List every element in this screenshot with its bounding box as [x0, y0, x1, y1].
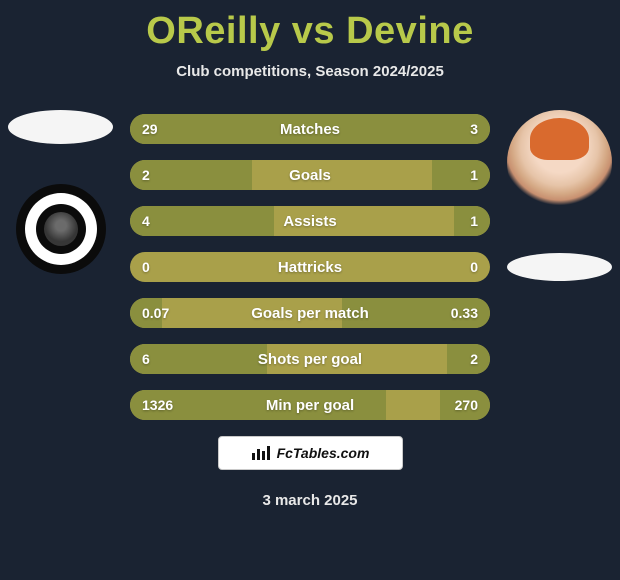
stat-label: Shots per goal [130, 344, 490, 374]
stat-row: Matches29 3 [130, 114, 490, 144]
stat-value-right: 0.33 [451, 298, 478, 328]
site-tag-text: FcTables.com [277, 445, 370, 461]
player-right-avatar [507, 110, 612, 215]
site-tag: FcTables.com [218, 436, 403, 470]
stat-value-right: 3 [470, 114, 478, 144]
stat-value-left: 0 [142, 252, 150, 282]
stat-label: Assists [130, 206, 490, 236]
player-left-col [8, 110, 113, 274]
stat-value-left: 29 [142, 114, 158, 144]
stat-value-right: 1 [470, 160, 478, 190]
stat-label: Hattricks [130, 252, 490, 282]
stat-value-right: 2 [470, 344, 478, 374]
stat-value-right: 270 [455, 390, 478, 420]
stat-bars: Matches293Goals21Assists41Hattricks00Goa… [130, 110, 490, 420]
stat-label: Goals [130, 160, 490, 190]
stat-value-right: 1 [470, 206, 478, 236]
stat-value-left: 6 [142, 344, 150, 374]
stat-value-left: 0.07 [142, 298, 169, 328]
player-right-club-placeholder [507, 253, 612, 281]
stat-label: Goals per match [130, 298, 490, 328]
stat-value-right: 0 [470, 252, 478, 282]
stat-row: Min per goal1326 270 [130, 390, 490, 420]
player-left-avatar-placeholder [8, 110, 113, 144]
stat-value-left: 4 [142, 206, 150, 236]
stat-value-left: 2 [142, 160, 150, 190]
stat-row: Assists4 1 [130, 206, 490, 236]
stat-row: Hattricks0 0 [130, 252, 490, 282]
stat-label: Min per goal [130, 390, 490, 420]
comparison-content: Matches293Goals21Assists41Hattricks00Goa… [0, 110, 620, 509]
footer-date: 3 march 2025 [0, 492, 620, 509]
stat-row: Goals per match0.07 0.33 [130, 298, 490, 328]
player-right-col [507, 110, 612, 281]
stat-row: Goals2 1 [130, 160, 490, 190]
stat-label: Matches [130, 114, 490, 144]
thistle-icon [44, 212, 78, 246]
subtitle: Club competitions, Season 2024/2025 [0, 63, 620, 80]
player-left-club-badge [16, 184, 106, 274]
stat-row: Shots per goal6 2 [130, 344, 490, 374]
page-title: OReilly vs Devine [0, 0, 620, 53]
stat-value-left: 1326 [142, 390, 173, 420]
chart-icon [251, 445, 271, 461]
